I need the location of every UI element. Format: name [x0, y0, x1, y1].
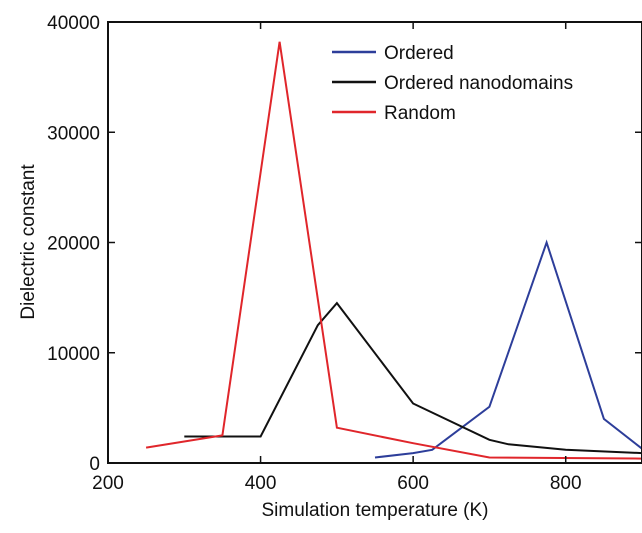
y-axis-label: Dielectric constant [18, 164, 39, 320]
legend-label-ordered: Ordered [384, 43, 454, 64]
y-tick-label: 30000 [47, 123, 100, 144]
x-axis-label: Simulation temperature (K) [261, 500, 488, 521]
legend-label-ordered-nanodomains: Ordered nanodomains [384, 73, 573, 94]
x-tick-label: 600 [397, 473, 429, 494]
legend: Ordered Ordered nanodomains Random [332, 43, 573, 124]
series-line-random [145, 41, 642, 460]
x-tick-label: 200 [92, 473, 124, 494]
y-tick-label: 0 [89, 454, 100, 475]
y-tick-label: 10000 [47, 344, 100, 365]
series-line-ordered-nanodomains [184, 301, 642, 455]
y-tick-label: 40000 [47, 13, 100, 34]
series-layer [145, 41, 642, 460]
y-axis: 0 10000 20000 30000 40000 [47, 13, 642, 475]
legend-label-random: Random [384, 103, 456, 124]
x-axis: 200 400 600 800 [92, 22, 582, 494]
x-tick-label: 400 [245, 473, 277, 494]
y-tick-label: 20000 [47, 234, 100, 255]
series-line-ordered [374, 239, 642, 459]
x-tick-label: 800 [550, 473, 582, 494]
